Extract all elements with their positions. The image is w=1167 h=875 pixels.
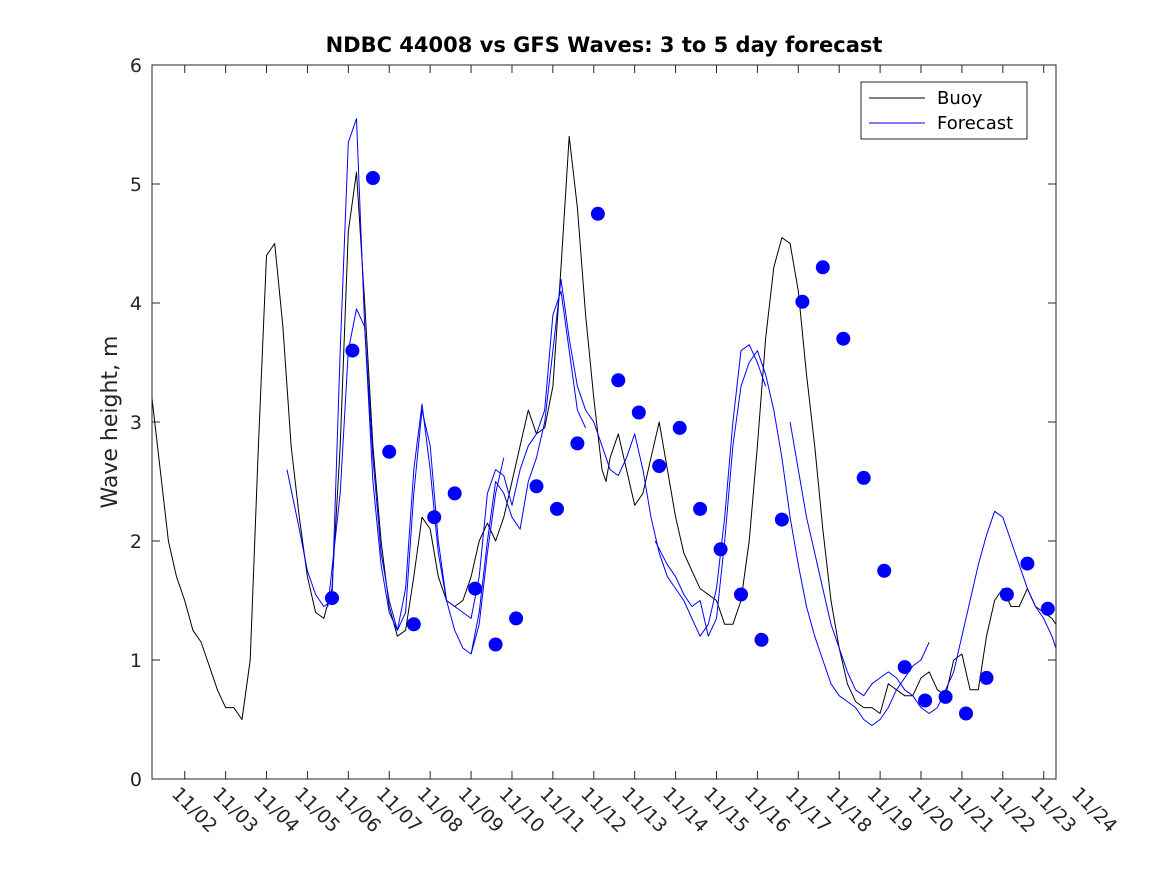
x-tick-label: 11/20 [903,783,957,837]
forecast-marker [631,405,646,420]
forecast-marker [488,637,503,652]
forecast-marker [693,501,708,516]
y-tick-label: 1 [130,650,142,672]
y-tick-label: 0 [130,769,142,791]
forecast-marker [754,632,769,647]
forecast-marker [856,470,871,485]
y-axis-label: Wave height, m [98,336,123,509]
x-tick-label: 11/14 [658,783,712,837]
forecast-marker [447,486,462,501]
forecast-marker [713,542,728,557]
x-tick-label: 11/03 [208,783,262,837]
x-tick-label: 11/04 [249,783,303,837]
forecast-marker [774,512,789,527]
forecast-marker [815,260,830,275]
forecast-marker [918,693,933,708]
legend-label-forecast: Forecast [937,113,1013,134]
buoy-series-line [151,135,1057,720]
series-layer [151,118,1057,726]
x-tick-label: 11/15 [699,783,753,837]
chart-title: NDBC 44008 vs GFS Waves: 3 to 5 day fore… [326,33,883,57]
y-tick-label: 3 [130,412,142,434]
forecast-series-line-4 [654,350,930,726]
x-tick-label: 11/02 [167,783,221,837]
x-tick-label: 11/07 [372,783,426,837]
x-tick-label: 11/08 [413,783,467,837]
forecast-marker [468,581,483,596]
x-tick-label: 11/22 [985,783,1039,837]
forecast-marker [999,587,1014,602]
forecast-series-line-3 [470,278,767,655]
plot-area [152,65,1056,779]
legend: Buoy Forecast [860,81,1028,140]
forecast-marker [795,294,810,309]
legend-box [860,81,1028,140]
forecast-marker [979,670,994,685]
forecast-marker [345,343,360,358]
forecast-marker [325,591,339,606]
plot-frame [151,64,1057,780]
x-tick-label: 11/17 [781,783,835,837]
x-tick-label: 11/23 [1026,783,1080,837]
forecast-marker [877,563,892,578]
legend-label-buoy: Buoy [937,88,983,109]
x-tick-label: 11/11 [535,783,589,837]
forecast-series-line-2 [327,290,587,631]
x-tick-label: 11/10 [494,783,548,837]
forecast-marker [550,501,564,516]
forecast-marker [1020,556,1035,571]
forecast-marker [734,587,748,602]
x-tick-label: 11/13 [617,783,671,837]
markers-layer [325,171,1055,721]
forecast-marker [382,444,397,459]
y-tick-label: 6 [130,55,142,77]
forecast-marker [938,689,953,704]
y-tick-label: 4 [130,293,142,315]
forecast-marker [529,479,544,494]
y-tick-label: 2 [130,531,142,553]
forecast-series-line-5 [789,421,1057,714]
forecast-marker [611,373,626,388]
forecast-marker [959,706,973,721]
forecast-marker [509,611,524,626]
x-tick-label: 11/18 [822,783,876,837]
x-tick-label: 11/19 [863,783,917,837]
forecast-marker [897,660,912,675]
y-tick-label: 5 [130,174,142,196]
forecast-marker [570,436,585,451]
forecast-marker [652,459,667,473]
forecast-marker [406,617,421,632]
forecast-marker [365,171,380,185]
forecast-marker [1040,601,1055,616]
x-tick-label: 11/06 [331,783,385,837]
forecast-marker [427,510,442,525]
x-tick-label: 11/05 [290,783,344,837]
x-tick-label: 11/09 [454,783,508,837]
x-tick-label: 11/16 [740,783,794,837]
forecast-marker [836,331,851,346]
x-tick-label: 11/12 [576,783,630,837]
forecast-marker [672,420,687,435]
x-tick-label: 11/21 [944,783,998,837]
forecast-marker [590,206,605,221]
x-tick-label: 11/24 [1067,783,1121,837]
